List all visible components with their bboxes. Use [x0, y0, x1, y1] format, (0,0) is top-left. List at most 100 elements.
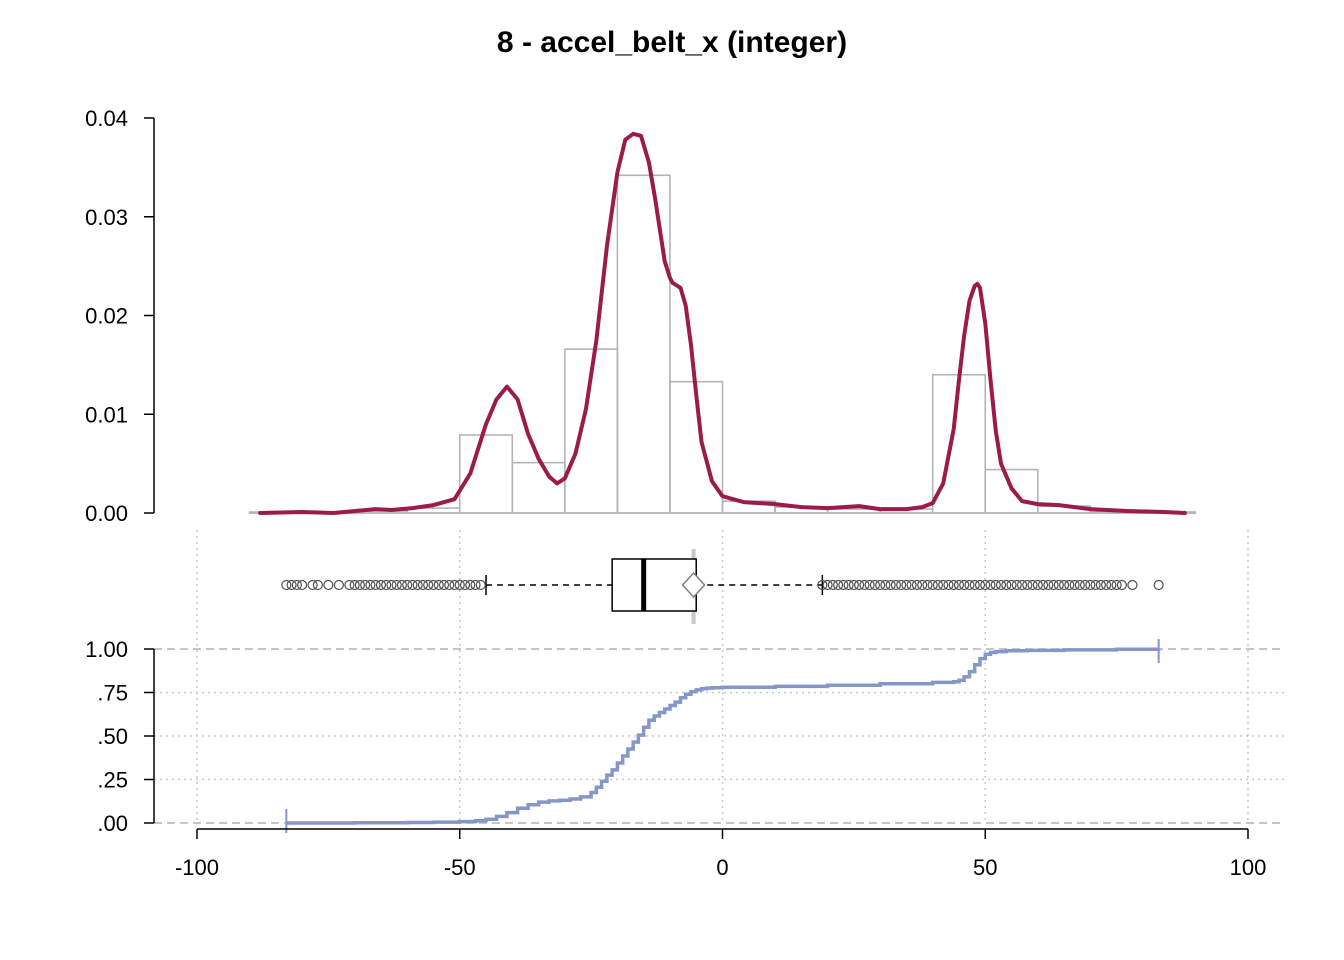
outlier-point — [333, 579, 344, 591]
outlier-point — [875, 579, 886, 591]
outlier-point — [1153, 579, 1164, 591]
outlier-point — [959, 579, 970, 591]
x-tick-label: -100 — [175, 855, 219, 880]
outlier-point — [459, 579, 471, 591]
outlier-point — [896, 579, 907, 591]
outlier-point — [1001, 579, 1012, 591]
outlier-point — [1048, 579, 1059, 591]
outlier-point — [1116, 579, 1127, 591]
outlier-point — [827, 579, 838, 591]
density-curve — [258, 131, 1187, 515]
outlier-point — [1090, 579, 1101, 591]
outlier-point — [391, 579, 402, 591]
x-tick-label: 100 — [1230, 855, 1267, 880]
outlier-point — [1064, 579, 1075, 591]
outlier-point — [1027, 579, 1038, 591]
outlier-point — [407, 579, 418, 591]
outlier-point — [922, 579, 933, 591]
outlier-point — [1058, 579, 1070, 591]
outlier-point — [964, 579, 975, 591]
outlier-point — [412, 579, 423, 591]
outlier-point — [980, 579, 991, 591]
outlier-point — [386, 579, 397, 591]
outlier-point — [1043, 579, 1054, 591]
outlier-point — [470, 579, 481, 591]
outlier-point — [917, 579, 928, 591]
mean-diamond — [681, 571, 706, 599]
y-tick-label-density: 0.03 — [85, 205, 128, 230]
outlier-point — [969, 579, 980, 591]
vertical-gridlines — [196, 530, 1249, 823]
outlier-point — [1006, 579, 1017, 591]
histogram-bar — [616, 174, 671, 514]
outlier-point — [974, 579, 986, 591]
outlier-point — [869, 579, 880, 591]
boxplot — [281, 549, 1164, 624]
outlier-point — [297, 579, 308, 591]
density-curve-group — [258, 131, 1187, 515]
outlier-point — [354, 579, 366, 591]
outlier-point — [1106, 579, 1117, 591]
outlier-point — [449, 579, 460, 591]
outlier-point — [438, 579, 450, 591]
outlier-point — [312, 579, 323, 591]
x-tick-label: -50 — [444, 855, 476, 880]
outlier-point — [990, 579, 1001, 591]
outlier-point — [864, 579, 875, 591]
outlier-point — [344, 579, 355, 591]
outlier-point — [938, 579, 949, 591]
y-tick-label-density: 0.00 — [85, 501, 128, 526]
outlier-point — [817, 579, 828, 591]
outlier-point — [1111, 579, 1122, 591]
outlier-point — [286, 579, 297, 591]
y-tick-label-density: 0.02 — [85, 304, 128, 329]
outlier-point — [848, 579, 859, 591]
outlier-point — [291, 579, 302, 591]
outlier-point — [307, 579, 318, 591]
outlier-point — [1079, 579, 1091, 591]
chart-title: 8 - accel_belt_x (integer) — [497, 26, 847, 59]
outlier-point — [1016, 579, 1028, 591]
y-tick-label-density: 0.01 — [85, 402, 128, 427]
outlier-point — [932, 579, 944, 591]
outlier-point — [859, 579, 870, 591]
outlier-point — [911, 579, 923, 591]
x-tick-label: 50 — [973, 855, 997, 880]
axes: 0.00 0.01 0.02 0.03 0.04 .00 .25 .50 .75 1.00 -100… — [85, 106, 1266, 880]
outlier-point — [948, 579, 959, 591]
outlier-point — [402, 579, 413, 591]
outlier-point — [281, 579, 292, 591]
ecdf-panel — [154, 639, 1285, 833]
outlier-point — [428, 579, 439, 591]
y-tick-label-ecdf: 1.00 — [85, 637, 128, 662]
outlier-point — [854, 579, 865, 591]
outlier-point — [1095, 579, 1106, 591]
outlier-point — [417, 579, 429, 591]
outlier-point — [890, 579, 902, 591]
outlier-point — [985, 579, 996, 591]
outlier-point — [995, 579, 1007, 591]
outlier-point — [349, 579, 360, 591]
outlier-point — [880, 579, 891, 591]
ecdf-line — [286, 647, 1161, 825]
outlier-point — [838, 579, 849, 591]
outlier-point — [323, 579, 334, 591]
outlier-point — [1032, 579, 1043, 591]
outlier-point — [1085, 579, 1096, 591]
outlier-point — [927, 579, 938, 591]
outlier-point — [1127, 579, 1138, 591]
outlier-point — [885, 579, 896, 591]
outlier-point — [1011, 579, 1022, 591]
outlier-point — [370, 579, 381, 591]
y-tick-label-ecdf: .25 — [97, 768, 128, 793]
outlier-point — [475, 579, 486, 591]
outlier-point — [360, 579, 371, 591]
histogram-bar — [511, 461, 566, 514]
outlier-point — [454, 579, 465, 591]
outlier-point — [1069, 579, 1080, 591]
outlier-point — [465, 579, 476, 591]
outlier-point — [1037, 579, 1049, 591]
outlier-point — [1101, 579, 1112, 591]
outlier-point — [843, 579, 854, 591]
